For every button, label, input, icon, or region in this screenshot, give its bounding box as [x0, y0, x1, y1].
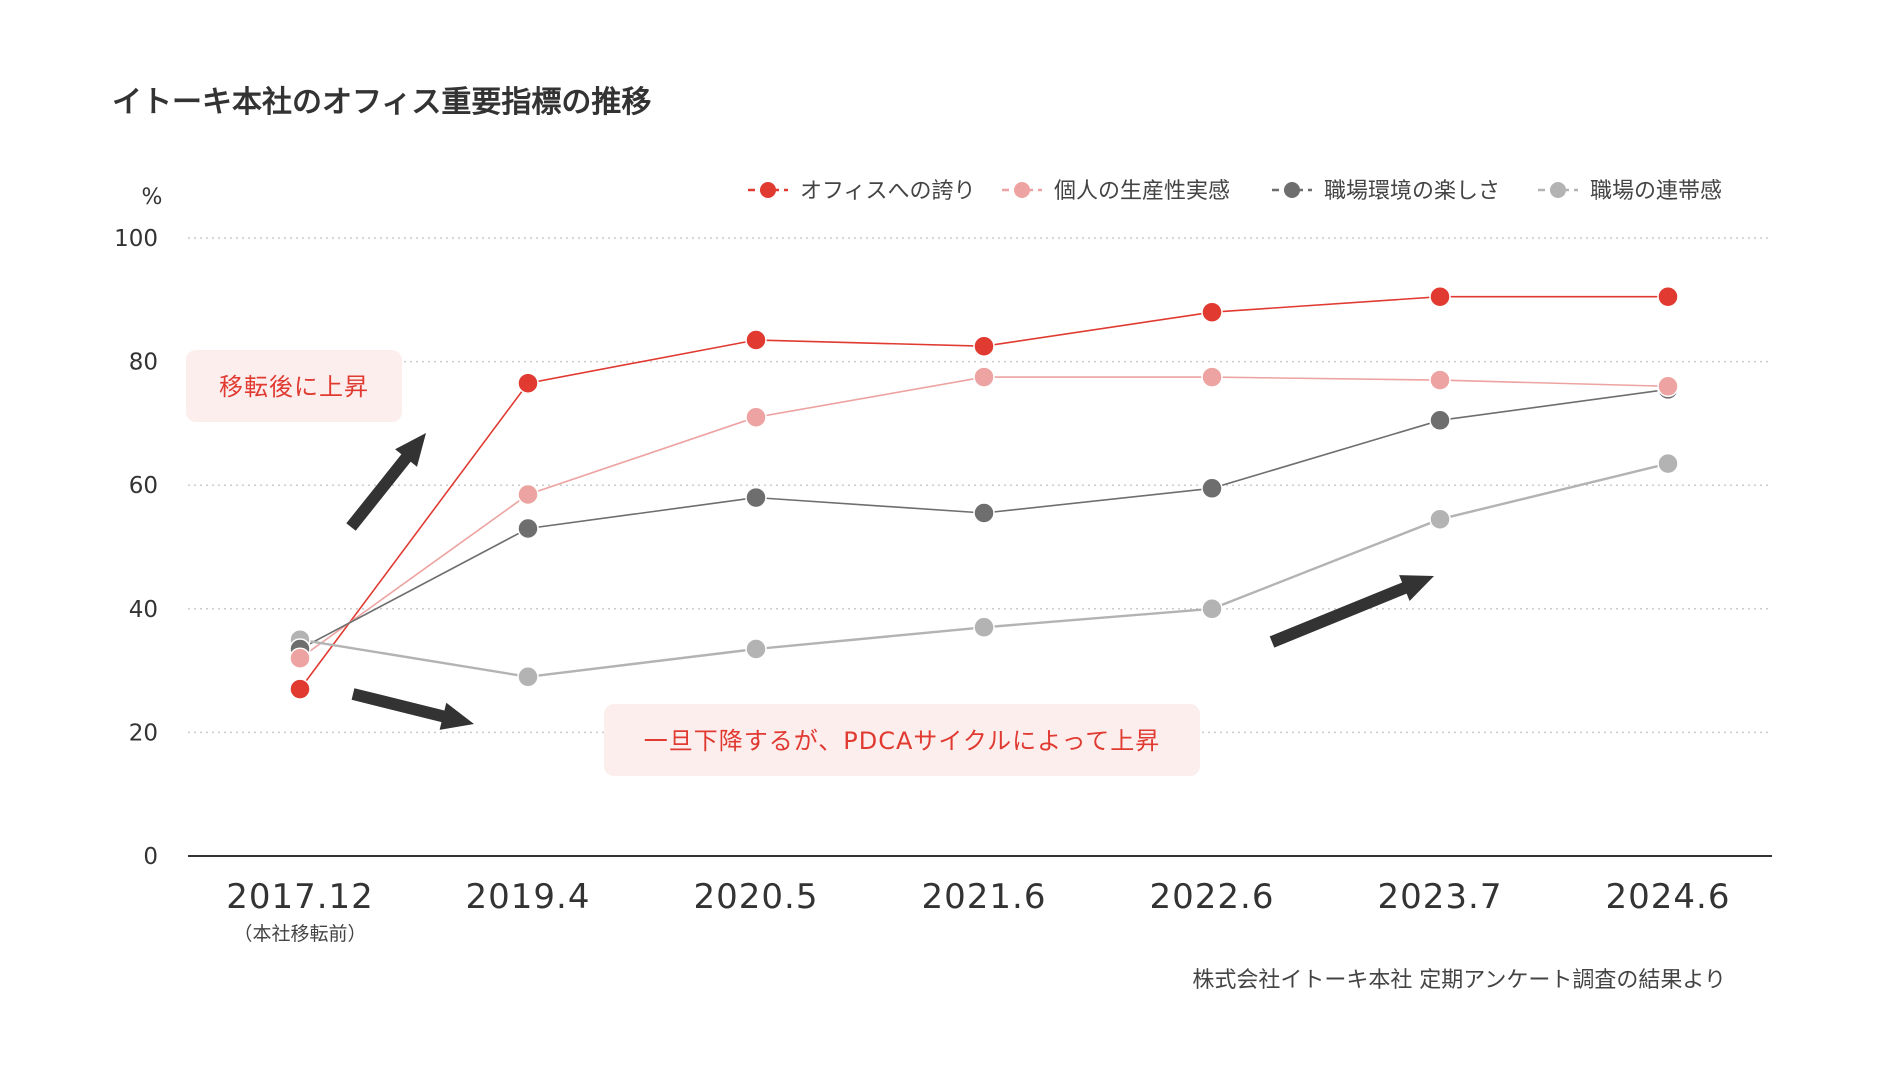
x-tick-label: 2022.6 — [1150, 877, 1275, 917]
data-point — [1429, 369, 1451, 391]
x-tick-label: 2019.4 — [466, 877, 591, 917]
data-point — [973, 366, 995, 388]
y-tick-label: 0 — [143, 844, 158, 870]
legend-swatch-marker — [1014, 182, 1030, 198]
data-point — [517, 372, 539, 394]
data-point — [1429, 285, 1451, 308]
annotation-box — [604, 704, 1200, 776]
series-points-layer — [289, 285, 1679, 700]
data-point — [517, 517, 539, 540]
data-point — [1201, 598, 1223, 620]
x-tick-label: 2024.6 — [1606, 877, 1731, 917]
data-point — [1657, 285, 1679, 308]
x-tick-label: 2021.6 — [922, 877, 1047, 917]
data-point — [1657, 452, 1679, 475]
y-tick-label: 60 — [129, 473, 158, 499]
data-point — [1201, 366, 1223, 388]
y-axis-label: % — [142, 185, 163, 210]
text-layer: イトーキ本社のオフィス重要指標の推移 株式会社イトーキ本社 定期アンケート調査の… — [112, 85, 1731, 993]
data-point — [1201, 301, 1223, 323]
data-point — [517, 483, 539, 506]
chart-title: イトーキ本社のオフィス重要指標の推移 — [112, 85, 651, 120]
data-point — [745, 638, 767, 660]
annotation-text: 一旦下降するが、PDCAサイクルによって上昇 — [644, 727, 1161, 755]
annotation-box — [186, 350, 402, 422]
data-point — [517, 666, 539, 688]
data-point — [1657, 375, 1679, 398]
legend-label: 個人の生産性実感 — [1054, 179, 1230, 204]
y-tick-label: 20 — [129, 720, 158, 746]
legend-label: 職場の連帯感 — [1590, 179, 1722, 204]
legend-swatch-marker — [1550, 182, 1566, 198]
y-tick-label: 80 — [129, 350, 158, 376]
data-point — [745, 329, 767, 351]
data-point — [1429, 409, 1451, 432]
legend-swatch-marker — [1284, 182, 1300, 198]
data-point — [289, 647, 311, 669]
trend-arrow-up — [346, 433, 426, 531]
legend-swatch-marker — [760, 182, 776, 198]
x-tick-label: 2020.5 — [694, 877, 819, 917]
y-tick-label: 100 — [114, 226, 158, 252]
data-point — [973, 502, 995, 524]
data-point — [1201, 477, 1223, 500]
annotation-text: 移転後に上昇 — [219, 373, 369, 401]
x-tick-label: 2017.12 — [226, 877, 374, 917]
data-point — [1429, 508, 1451, 530]
data-point — [745, 406, 767, 428]
legend-label: 職場環境の楽しさ — [1324, 179, 1500, 204]
source-note: 株式会社イトーキ本社 定期アンケート調査の結果より — [1192, 968, 1726, 993]
data-point — [973, 616, 995, 639]
data-point — [745, 486, 767, 509]
x-tick-sublabel: （本社移転前） — [233, 923, 366, 945]
x-tick-label: 2023.7 — [1378, 877, 1503, 917]
trend-arrow-rising — [1269, 575, 1434, 648]
data-point — [973, 335, 995, 357]
series-line-4 — [299, 462, 1669, 679]
y-tick-label: 40 — [129, 597, 158, 623]
data-point — [289, 678, 311, 700]
legend-label: オフィスへの誇り — [800, 179, 976, 204]
trend-arrow-down-right — [351, 688, 474, 730]
